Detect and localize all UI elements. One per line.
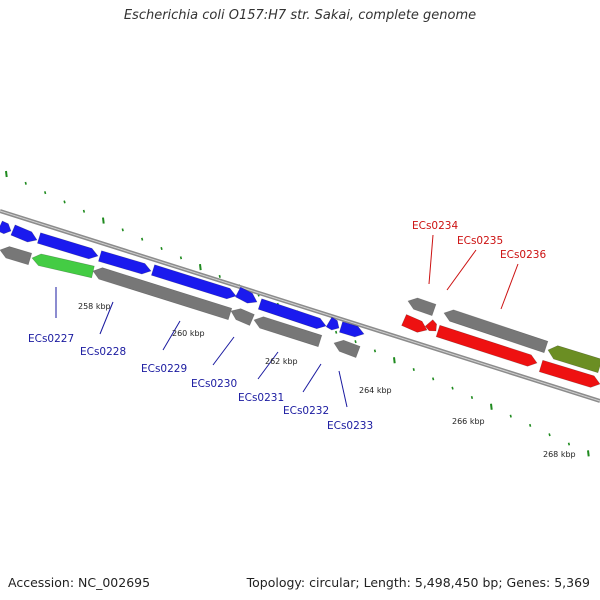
minor-tick [24,181,27,185]
minor-tick [548,433,551,437]
minor-tick [141,237,144,241]
gene-label: ECs0234 [412,220,458,232]
feature-arrow [325,316,340,331]
major-tick [587,450,590,457]
feature-arrow [150,264,237,300]
highlight-arrow-olive [547,345,600,374]
label-leader-line [162,320,181,351]
accession-text: Accession: NC_002695 [8,575,151,590]
minor-tick [218,274,221,278]
feature-arrow [0,220,12,235]
feature-arrow [92,267,233,321]
major-tick [5,170,8,178]
label-leader-line [99,301,114,335]
feature-arrow [339,321,365,338]
major-tick [102,217,105,224]
gene-label: ECs0230 [191,378,237,390]
gene-label: ECs0231 [238,392,284,404]
minor-tick [121,228,124,232]
scale-label: 266 kbp [452,417,485,426]
feature-arrow [37,232,99,260]
minor-tick [432,377,435,381]
gene-label: ECs0233 [327,420,373,432]
scale-label: 258 kbp [78,302,111,311]
minor-tick [470,395,474,399]
backbone-outer-highlight [0,210,600,402]
scale-label: 260 kbp [172,329,205,338]
feature-arrow [443,309,549,354]
highlight-arrow-red [424,319,437,332]
feature-arrow [10,224,38,243]
scale-label: 268 kbp [543,450,576,459]
major-tick [393,357,396,364]
label-leader-line [257,351,279,380]
feature-arrow [0,246,33,266]
feature-arrow [98,250,152,275]
scale-labels: 258 kbp 260 kbp 262 kbp 264 kbp 266 kbp 268 k… [78,302,576,459]
major-tick [199,264,202,271]
scale-label: 262 kbp [265,357,298,366]
gene-label: ECs0236 [500,249,546,261]
minor-tick [63,200,66,204]
label-leader-line [446,249,477,291]
label-leader-line [338,370,348,408]
feature-arrow [253,316,323,348]
feature-arrow [407,297,437,317]
feature-arrow [257,298,327,330]
gene-labels: ECs0227ECs0228ECs0229ECs0230ECs0231ECs02… [28,220,546,432]
feature-arrow [235,286,258,304]
label-leader-line [302,363,322,393]
minor-tick [529,423,532,427]
major-tick [490,403,493,410]
minor-tick [335,330,338,334]
label-leaders [55,234,519,408]
minor-tick [373,349,377,353]
backbone-lines [0,209,600,403]
minor-tick [354,340,357,344]
highlight-arrow-red [538,359,600,388]
label-leader-line [428,234,434,285]
highlight-arrow-red [435,324,538,367]
minor-tick [179,256,183,260]
highlight-arrow-red [401,314,428,333]
minor-tick [44,191,47,195]
feature-arrows [0,220,600,388]
feature-arrow [333,339,361,359]
gene-label: ECs0232 [283,405,329,417]
label-leader-line [500,263,519,310]
minor-tick [567,442,571,446]
gene-label: ECs0229 [141,363,187,375]
minor-tick [509,414,512,418]
gene-label: ECs0227 [28,333,74,345]
topology-stats: Topology: circular; Length: 5,498,450 bp… [246,575,590,590]
highlight-arrow-green [31,253,95,279]
minor-tick [82,209,86,213]
minor-tick [451,386,454,390]
scale-label: 264 kbp [359,386,392,395]
minor-tick [160,246,163,251]
gene-label: ECs0228 [80,346,126,358]
minor-tick [412,368,415,372]
map-title: Escherichia coli O157:H7 str. Sakai, com… [123,8,477,23]
gene-label: ECs0235 [457,235,503,247]
feature-arrow [230,308,255,326]
label-leader-line [212,336,235,366]
